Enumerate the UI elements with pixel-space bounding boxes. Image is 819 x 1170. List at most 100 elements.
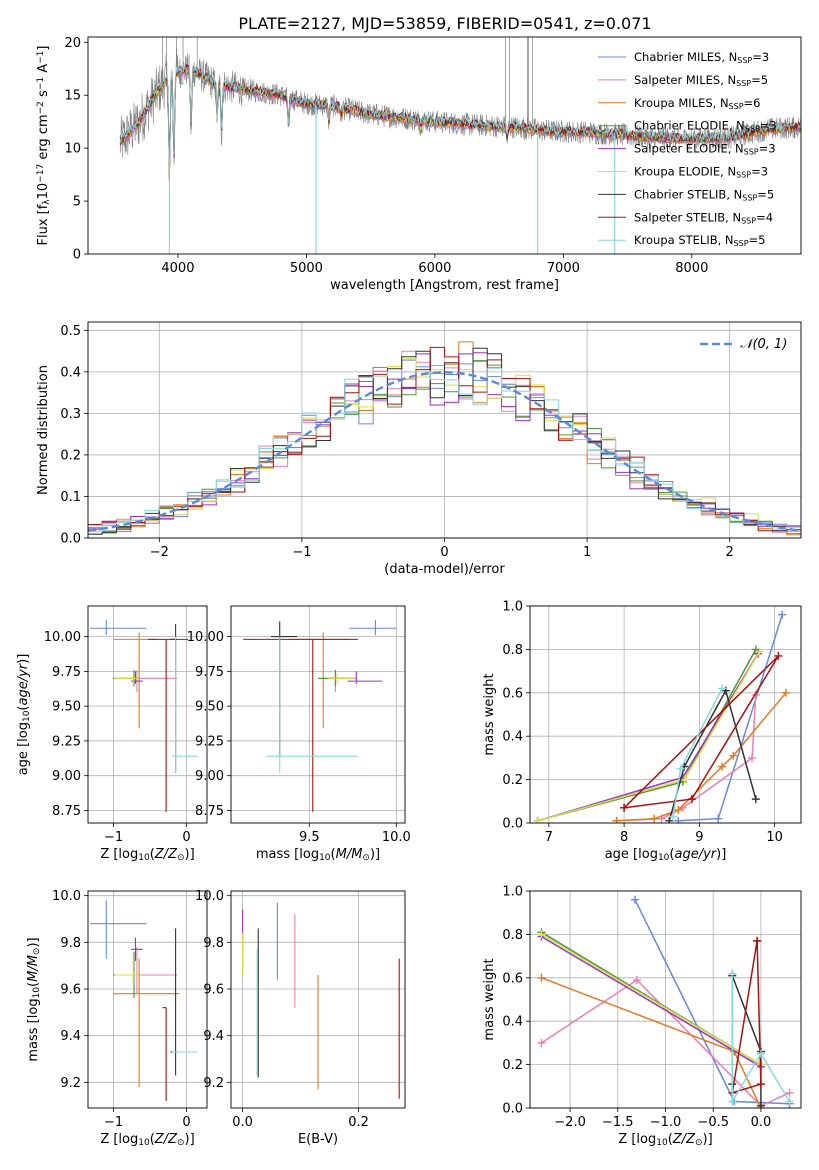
series-point — [630, 895, 639, 904]
tick-label-y: 1.0 — [502, 885, 523, 900]
axes-frame — [87, 36, 802, 255]
tick-label-y: 5 — [73, 195, 81, 210]
series-point — [650, 814, 659, 823]
y-axis-label: mass weight — [482, 673, 497, 755]
series-line — [623, 655, 780, 809]
tick-label-y: 9.6 — [60, 983, 81, 998]
series-point — [620, 803, 629, 812]
tick-label-y: 8.75 — [52, 804, 81, 819]
plot-area — [533, 610, 790, 823]
axes-frame — [529, 890, 802, 1109]
axes-frame — [87, 605, 208, 824]
tick-label-y: 0.2 — [502, 1058, 523, 1073]
tick-label-x: 0.0 — [751, 1115, 772, 1130]
series-point — [755, 647, 764, 656]
tick-label-x: 1 — [583, 545, 591, 560]
series-line — [537, 649, 757, 822]
tick-label-y: 9.6 — [203, 983, 224, 998]
tick-label-y: 9.2 — [203, 1076, 224, 1091]
series-point — [533, 816, 542, 823]
series-point — [729, 751, 738, 760]
series-point — [680, 775, 689, 784]
axes-frame — [87, 890, 208, 1109]
series-salpeter-stelib — [620, 651, 783, 812]
legend-label-chabrier-elodie: Chabrier ELODIE, NSSP=3 — [634, 119, 777, 134]
spectrum-panel: 4000 5000 6000 7000 8000 0 5 10 15 20 wavelength [… — [36, 36, 802, 293]
errorbar-chabrier-stelib — [271, 621, 298, 757]
series-point — [674, 816, 683, 823]
plot-area — [88, 341, 801, 536]
y-axis-label: Flux [fλ10−17 erg cm−2 s−1 A−1] — [36, 46, 52, 246]
y-axis-label: mass weight — [482, 958, 497, 1040]
legend-label-chabrier-miles: Chabrier MILES, NSSP=3 — [634, 50, 769, 65]
histogram-kroupa-stelib — [88, 367, 801, 532]
errorbar-kroupa-miles — [288, 632, 350, 729]
axes-frame — [529, 605, 802, 824]
tick-label-y: 9.50 — [52, 700, 81, 715]
series-line — [541, 935, 762, 1068]
tick-label-y: 9.2 — [60, 1076, 81, 1091]
series-point — [774, 651, 783, 660]
residuals-panel: −2 −1 0 1 2 0.0 0.1 0.2 0.3 0.4 0.5 (data-model)/er… — [36, 321, 802, 577]
series-line — [541, 979, 790, 1107]
tick-label-x: 10 — [766, 830, 783, 845]
series-point — [632, 975, 641, 984]
tick-label-x: 2 — [726, 545, 734, 560]
tick-label-x: 10.0 — [382, 830, 411, 845]
tick-label-y: 0.5 — [60, 324, 81, 339]
tick-label-y: 0.6 — [502, 971, 523, 986]
tick-label-y: 9.00 — [195, 769, 224, 784]
grid — [88, 606, 207, 823]
tick-label-y: 9.25 — [195, 734, 224, 749]
tick-label-y: 9.75 — [195, 665, 224, 680]
errorbar-salpeter-elodie — [347, 671, 383, 684]
tick-label-y: 9.50 — [195, 700, 224, 715]
tick-label-y: 0.0 — [502, 817, 523, 832]
model-line-kroupa-stelib — [119, 64, 801, 181]
tick-label-x: 6000 — [418, 261, 451, 276]
legend-label-salpeter-miles: Salpeter MILES, NSSP=5 — [634, 73, 768, 88]
errorbar-kroupa-stelib — [171, 636, 198, 773]
plot-area — [90, 619, 198, 812]
mass_vs_EBV-panel: 0.0 0.2 9.2 9.4 9.6 9.8 10.0 E(B-V) — [195, 889, 406, 1147]
errorbar-kroupa-miles — [113, 958, 180, 1087]
grid — [231, 606, 405, 823]
age_vs_Z-panel: −1 0 8.75 9.00 9.25 9.50 9.75 10.00 Z [log10(Z/Z… — [16, 605, 208, 863]
x-axis-label: E(B-V) — [298, 1132, 338, 1147]
series-point — [537, 1038, 546, 1047]
series-kroupa-elodie — [533, 647, 764, 823]
x-axis-label: mass [log10(M/M⊙)] — [256, 847, 380, 863]
axes-frame — [230, 890, 406, 1109]
tick-label-y: 0.0 — [502, 1102, 523, 1117]
series-line — [668, 688, 757, 822]
tick-label-x: 0 — [182, 830, 190, 845]
series-point — [674, 805, 683, 814]
series-point — [687, 795, 696, 804]
tick-label-y: 10.00 — [44, 630, 81, 645]
series-kroupa-miles — [612, 688, 790, 823]
normal-curve — [88, 371, 799, 532]
series-point — [717, 684, 726, 693]
y-axis-label: Normed distribution — [36, 365, 51, 495]
tick-label-x: 8000 — [675, 261, 708, 276]
tick-label-x: −1.5 — [602, 1115, 634, 1130]
tick-label-y: 0.3 — [60, 407, 81, 422]
plot-area — [90, 900, 198, 1101]
tick-label-y: 9.4 — [60, 1029, 81, 1044]
axes-frame — [87, 321, 802, 539]
tick-label-y: 0.1 — [60, 490, 81, 505]
errorbar-chabrier-miles — [90, 619, 147, 636]
legend-label-salpeter-elodie: Salpeter ELODIE, NSSP=3 — [634, 142, 776, 157]
tick-label-y: 10.0 — [195, 889, 224, 904]
tick-label-x: −1 — [104, 830, 123, 845]
tick-label-y: 0.4 — [502, 730, 523, 745]
errorbar-chabrier-miles — [349, 619, 397, 636]
legend-label-salpeter-stelib: Salpeter STELIB, NSSP=4 — [634, 210, 773, 225]
tick-label-y: 0.8 — [502, 928, 523, 943]
tick-label-y: 15 — [64, 89, 81, 104]
plot-area — [119, 37, 801, 254]
series-point — [751, 795, 760, 804]
series-point — [665, 816, 674, 823]
tick-label-x: 5000 — [290, 261, 323, 276]
